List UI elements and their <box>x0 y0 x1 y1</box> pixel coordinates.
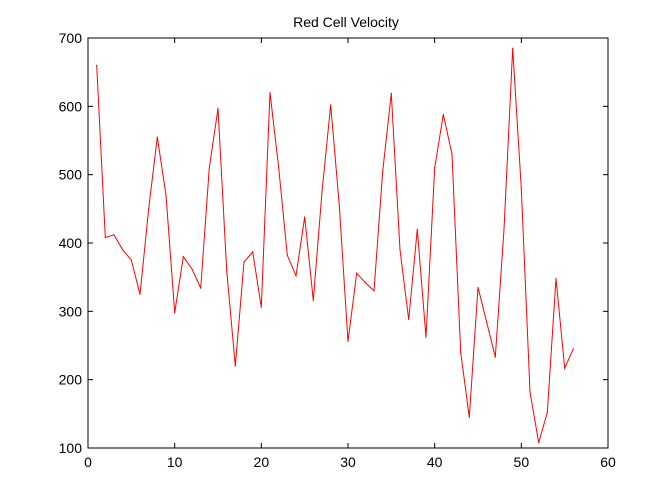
data-point <box>278 167 280 169</box>
data-point <box>416 228 418 230</box>
data-point <box>382 170 384 172</box>
data-point <box>468 416 470 418</box>
data-point <box>269 92 271 94</box>
data-point <box>494 356 496 358</box>
x-tick-label: 40 <box>427 454 443 470</box>
data-point <box>217 107 219 109</box>
data-point <box>538 441 540 444</box>
data-point <box>460 351 462 353</box>
x-tick-label: 20 <box>254 454 270 470</box>
data-point <box>260 306 262 308</box>
data-point <box>208 167 210 169</box>
x-tick-label: 50 <box>514 454 530 470</box>
data-point <box>425 336 427 338</box>
data-point <box>113 234 115 236</box>
data-point <box>226 269 228 271</box>
data-point <box>520 187 522 189</box>
data-point <box>174 312 176 314</box>
data-point <box>234 365 236 367</box>
data-point <box>156 136 158 138</box>
data-point <box>338 204 340 207</box>
data-point <box>104 236 106 239</box>
tick-layer: 0 10 20 30 40 50 60 100 200 300 400 500 600 700 <box>59 30 616 470</box>
data-point <box>486 321 488 323</box>
series-line <box>96 48 574 443</box>
data-point <box>572 348 574 350</box>
data-point <box>434 167 436 169</box>
data-point <box>555 277 557 280</box>
data-point <box>564 367 566 369</box>
data-point <box>96 64 98 66</box>
data-point <box>304 216 306 218</box>
data-point <box>373 290 375 292</box>
data-point <box>321 191 323 193</box>
series-layer <box>96 47 574 444</box>
data-point <box>408 318 410 321</box>
data-point <box>122 249 124 251</box>
data-point <box>252 251 254 253</box>
data-point <box>165 194 167 196</box>
data-point <box>512 47 514 49</box>
plot-area <box>88 38 608 448</box>
data-point <box>148 208 150 210</box>
data-point <box>182 256 184 258</box>
x-tick-label: 0 <box>84 454 92 470</box>
data-point <box>503 228 505 230</box>
chart-title: Red Cell Velocity <box>293 14 399 30</box>
data-point <box>330 104 332 106</box>
data-point <box>390 92 392 94</box>
data-point <box>529 391 531 393</box>
data-point <box>286 254 288 256</box>
x-tick-label: 10 <box>167 454 183 470</box>
y-tick-label: 100 <box>59 440 83 456</box>
y-tick-label: 200 <box>59 372 83 388</box>
data-point <box>399 249 401 251</box>
y-tick-label: 500 <box>59 167 83 183</box>
data-point <box>200 287 202 289</box>
x-tick-label: 60 <box>600 454 616 470</box>
y-tick-label: 700 <box>59 30 83 46</box>
y-tick-label: 600 <box>59 98 83 114</box>
y-tick-label: 300 <box>59 303 83 319</box>
data-point <box>191 268 193 270</box>
data-point <box>356 272 358 274</box>
data-point <box>546 411 548 414</box>
data-point <box>364 282 366 284</box>
data-point <box>243 261 245 263</box>
data-point <box>295 275 297 277</box>
data-point <box>312 299 314 301</box>
data-point <box>451 153 453 155</box>
data-point <box>347 340 349 342</box>
data-point <box>139 293 141 295</box>
y-tick-label: 400 <box>59 235 83 251</box>
data-point <box>477 286 479 289</box>
x-tick-label: 30 <box>340 454 356 470</box>
data-point <box>130 259 132 261</box>
data-point <box>442 113 444 116</box>
